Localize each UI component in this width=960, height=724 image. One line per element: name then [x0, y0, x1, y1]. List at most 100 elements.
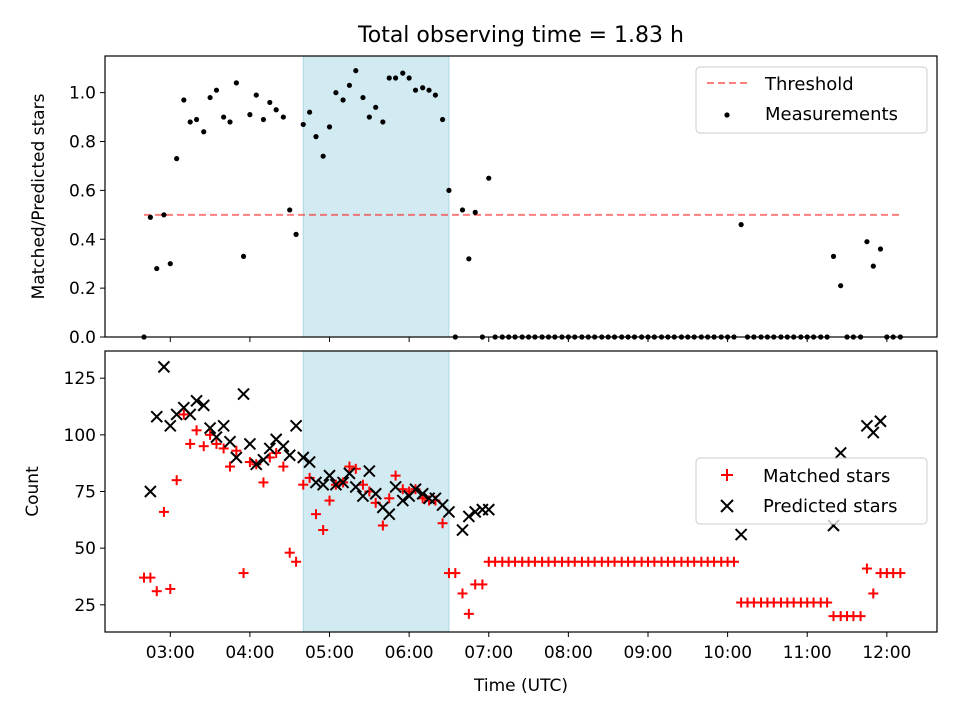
matched-star-point	[477, 579, 488, 590]
matched-star-point	[450, 568, 461, 579]
measurement-point	[830, 253, 837, 259]
measurement-point	[838, 283, 844, 289]
y-tick-label: 0.0	[69, 328, 96, 348]
predicted-star-point	[416, 487, 429, 500]
measurement-point	[233, 80, 239, 86]
measurement-point	[181, 97, 187, 103]
ratio-legend-box	[695, 66, 928, 134]
legend-measurements-swatch	[724, 112, 730, 118]
x-tick-label: 04:00	[225, 643, 274, 663]
matched-star-point	[728, 556, 739, 567]
measurement-point	[466, 256, 472, 262]
y-tick-label: 75	[74, 483, 96, 503]
count-y-ticks: 25 50 75 100 125	[64, 369, 105, 616]
measurement-point	[240, 253, 247, 259]
predicted-star-point	[356, 489, 370, 503]
predicted-star-point	[329, 478, 343, 491]
matched-star-point	[271, 447, 282, 458]
matched-star-point	[238, 568, 249, 579]
predicted-star-point	[456, 523, 469, 537]
predicted-star-point	[157, 360, 171, 374]
x-tick-label: 09:00	[623, 643, 672, 663]
x-axis-label: Time (UTC)	[473, 676, 568, 696]
measurement-point	[459, 207, 466, 213]
count-panel: 03:00 04:00 05:00 06:00 07:00 08:00 09:00 10:00…	[23, 350, 938, 663]
predicted-star-point	[349, 480, 363, 494]
measurement-point	[280, 114, 286, 120]
predicted-star-point	[150, 410, 163, 423]
measurement-point	[207, 94, 213, 101]
measurement-point	[213, 87, 220, 93]
y-tick-label: 0.6	[69, 181, 96, 201]
predicted-star-point	[383, 507, 396, 521]
matched-star-point	[310, 509, 321, 520]
x-tick-label: 05:00	[305, 643, 354, 663]
predicted-star-point	[442, 505, 456, 519]
matched-star-point	[437, 518, 448, 529]
matched-star-point	[158, 506, 169, 517]
predicted-star-point	[874, 415, 887, 428]
measurement-point	[870, 263, 876, 269]
measurement-point	[174, 156, 180, 162]
matched-star-point	[855, 611, 866, 622]
predicted-star-point	[283, 449, 296, 462]
measurement-point	[147, 214, 153, 220]
matched-star-point	[350, 463, 361, 474]
measurement-point	[340, 97, 346, 103]
measurement-point	[300, 121, 306, 128]
predicted-star-point	[164, 419, 177, 432]
predicted-star-point	[277, 439, 290, 453]
ratio-y-ticks: 0.0 0.2 0.4 0.6 0.8 1.0	[69, 84, 105, 348]
predicted-star-point	[316, 478, 330, 491]
measurement-point	[877, 246, 884, 252]
observing-window-shade	[302, 350, 450, 633]
measurement-point	[267, 99, 273, 106]
matched-star-point	[198, 441, 209, 452]
predicted-star-point	[462, 510, 476, 523]
measurement-point	[353, 68, 359, 74]
chart-title: Total observing time = 1.83 h	[357, 23, 684, 48]
matched-star-point	[191, 425, 202, 436]
predicted-star-point	[834, 446, 847, 460]
predicted-star-point	[183, 408, 197, 421]
matched-star-point	[171, 475, 182, 486]
count-legend: Matched stars Predicted stars	[695, 457, 928, 525]
matched-star-point	[861, 563, 872, 574]
matched-star-point	[822, 597, 833, 608]
measurement-point	[346, 82, 353, 88]
legend-predicted-label: Predicted stars	[763, 496, 897, 517]
measurement-point	[380, 119, 386, 125]
predicted-star-point	[144, 485, 157, 498]
predicted-star-point	[323, 469, 336, 482]
measurement-point	[486, 175, 492, 181]
matched-star-point	[278, 461, 289, 472]
measurement-point	[167, 261, 173, 267]
predicted-star-point	[482, 503, 495, 516]
predicted-star-point	[190, 394, 203, 408]
measurement-point	[273, 107, 279, 113]
matched-star-point	[377, 520, 388, 531]
measurement-point	[313, 134, 319, 140]
legend-measurements-label: Measurements	[765, 104, 898, 125]
matched-star-point	[384, 493, 395, 504]
matched-star-point	[397, 484, 408, 495]
measurement-point	[253, 92, 259, 98]
measurement-point	[193, 116, 200, 123]
matched-star-point	[457, 588, 468, 599]
measurement-point	[260, 116, 267, 123]
measurement-point	[738, 222, 744, 228]
predicted-star-point	[343, 467, 356, 480]
measurement-point	[287, 207, 293, 213]
measurement-point	[439, 116, 446, 123]
y-tick-label: 100	[64, 426, 96, 446]
y-tick-label: 125	[64, 369, 96, 389]
y-tick-label: 0.8	[69, 133, 96, 153]
y-tick-label: 0.4	[69, 230, 96, 250]
measurement-point	[201, 129, 207, 135]
y-tick-label: 50	[74, 539, 96, 559]
predicted-star-point	[389, 480, 402, 494]
matched-star-point	[463, 608, 474, 619]
measurement-point	[247, 112, 253, 118]
matched-stars-points	[139, 409, 906, 622]
